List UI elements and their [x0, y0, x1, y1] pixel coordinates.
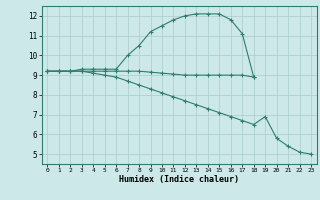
- X-axis label: Humidex (Indice chaleur): Humidex (Indice chaleur): [119, 175, 239, 184]
